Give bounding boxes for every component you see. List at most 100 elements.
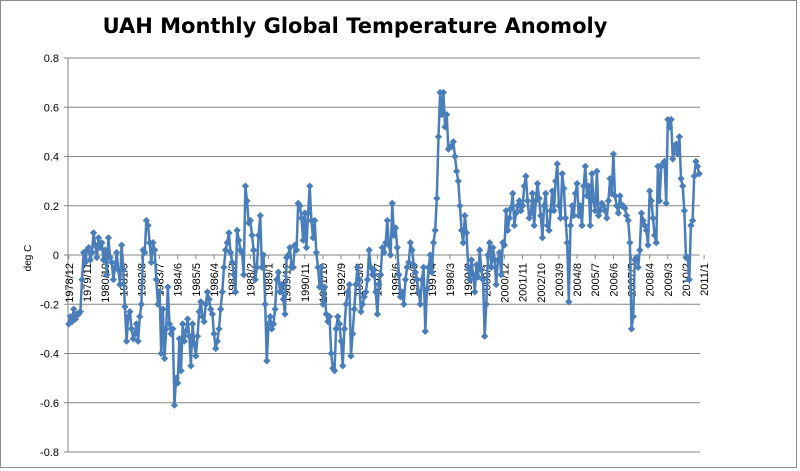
data-point bbox=[627, 325, 636, 333]
data-point bbox=[474, 273, 482, 281]
data-point bbox=[383, 216, 392, 225]
data-point bbox=[571, 189, 580, 198]
data-point bbox=[475, 246, 484, 254]
data-point bbox=[94, 234, 103, 242]
data-point bbox=[160, 354, 169, 363]
data-point bbox=[208, 310, 217, 318]
data-point bbox=[165, 320, 174, 328]
data-point bbox=[170, 401, 179, 409]
data-point bbox=[315, 283, 324, 291]
data-point bbox=[558, 169, 566, 178]
data-point bbox=[637, 209, 646, 217]
data-point bbox=[261, 300, 269, 309]
data-point bbox=[452, 167, 461, 176]
x-tick-label: 2005/7 bbox=[590, 263, 602, 297]
data-point bbox=[464, 263, 472, 272]
data-point bbox=[485, 238, 494, 247]
data-point bbox=[690, 172, 698, 180]
y-tick-label: -0.4 bbox=[40, 349, 59, 361]
data-point bbox=[573, 179, 581, 188]
data-point bbox=[596, 206, 604, 215]
data-point bbox=[523, 197, 532, 205]
data-point bbox=[678, 182, 687, 190]
data-point bbox=[616, 192, 624, 200]
data-point bbox=[231, 288, 240, 296]
data-point bbox=[78, 275, 86, 284]
data-point bbox=[586, 221, 595, 230]
data-point bbox=[103, 270, 111, 279]
data-point bbox=[589, 197, 598, 205]
data-point bbox=[362, 288, 370, 296]
data-point bbox=[438, 110, 446, 119]
data-point bbox=[264, 320, 273, 328]
data-point bbox=[371, 288, 380, 296]
x-tick-label: 1990/11 bbox=[300, 263, 312, 302]
data-point bbox=[88, 248, 96, 257]
x-tick-label: 1978/12 bbox=[64, 263, 76, 303]
data-point bbox=[225, 229, 233, 237]
data-point bbox=[154, 300, 162, 309]
data-point bbox=[320, 283, 329, 291]
data-point bbox=[459, 238, 467, 247]
data-point bbox=[649, 214, 657, 222]
data-point bbox=[680, 206, 689, 215]
data-point bbox=[469, 270, 477, 279]
data-point bbox=[93, 253, 101, 262]
data-point bbox=[497, 270, 505, 279]
data-point bbox=[358, 300, 367, 309]
data-point bbox=[380, 248, 388, 257]
data-point bbox=[213, 337, 222, 345]
data-point bbox=[277, 280, 286, 289]
data-point bbox=[258, 263, 266, 272]
data-point bbox=[540, 201, 548, 210]
data-point bbox=[241, 182, 250, 190]
data-point bbox=[325, 312, 334, 321]
data-point bbox=[565, 298, 573, 306]
data-point bbox=[461, 211, 469, 220]
data-point bbox=[266, 312, 274, 321]
data-point bbox=[218, 288, 227, 296]
data-point bbox=[263, 357, 271, 365]
data-point bbox=[101, 246, 109, 254]
data-point bbox=[289, 263, 297, 272]
data-point bbox=[482, 300, 491, 309]
data-point bbox=[299, 236, 307, 244]
data-point bbox=[226, 248, 235, 257]
data-point bbox=[230, 270, 238, 279]
data-point bbox=[390, 231, 398, 240]
data-point bbox=[147, 258, 156, 267]
data-point bbox=[677, 174, 685, 183]
data-point bbox=[594, 211, 603, 220]
data-point bbox=[136, 312, 144, 321]
x-tick-label: 2004/8 bbox=[572, 263, 584, 297]
data-point bbox=[672, 140, 680, 148]
x-tick-label: 1998/3 bbox=[445, 263, 457, 297]
data-point bbox=[551, 177, 560, 185]
data-point bbox=[636, 246, 644, 254]
data-point bbox=[220, 263, 228, 272]
x-tick-label: 2011/1 bbox=[699, 263, 711, 296]
data-point bbox=[553, 160, 562, 168]
data-point bbox=[416, 300, 425, 309]
x-tick-label: 1985/5 bbox=[191, 263, 203, 297]
data-point bbox=[185, 332, 194, 341]
data-point bbox=[522, 172, 530, 180]
data-point bbox=[555, 201, 563, 210]
data-point bbox=[449, 137, 458, 146]
data-point bbox=[107, 258, 116, 267]
x-tick-label: 1984/6 bbox=[173, 263, 185, 297]
data-point bbox=[187, 362, 195, 370]
data-point bbox=[550, 206, 558, 215]
data-point bbox=[202, 300, 210, 309]
data-point bbox=[611, 192, 619, 200]
data-point bbox=[634, 263, 642, 272]
data-point bbox=[304, 209, 312, 217]
data-point bbox=[327, 349, 335, 358]
data-point bbox=[500, 241, 509, 249]
data-point bbox=[466, 275, 474, 284]
data-point bbox=[528, 189, 537, 198]
data-point bbox=[183, 315, 192, 323]
data-point bbox=[119, 266, 128, 274]
data-point bbox=[243, 197, 251, 205]
data-point bbox=[535, 194, 543, 203]
